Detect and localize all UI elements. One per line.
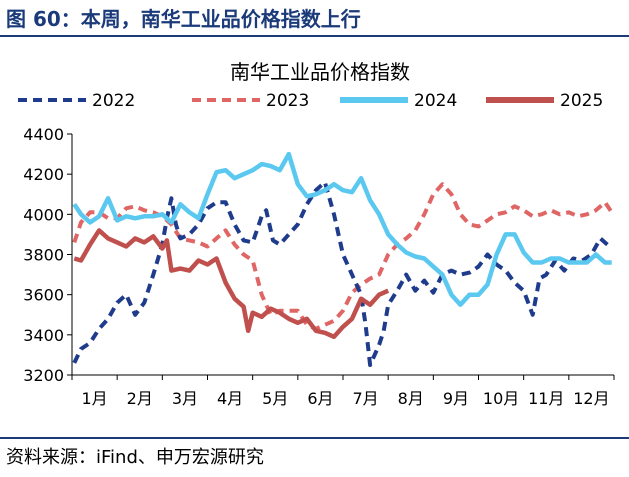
figure-title: 图 60：本周，南华工业品价格指数上行	[6, 7, 361, 31]
x-tick-label: 4月	[217, 389, 243, 408]
chart-legend: 2022 2023 2024 2025	[18, 91, 603, 111]
y-tick-label: 4000	[23, 205, 64, 224]
title-divider	[0, 35, 629, 37]
y-tick-label: 4400	[23, 125, 64, 144]
legend-label-2024: 2024	[414, 91, 457, 111]
x-tick-label: 8月	[398, 389, 424, 408]
y-tick-label: 3200	[23, 366, 64, 385]
y-tick-label: 3600	[23, 286, 64, 305]
series-line-2024	[72, 151, 612, 307]
chart-axes: 3200 3400 3600 3800 4000 4200 4400 1月 2月 3月 4月 5月 6月…	[23, 125, 615, 408]
x-tick-label: 3月	[172, 389, 198, 408]
chart-title: 南华工业品价格指数	[230, 60, 410, 84]
x-tick-label: 5月	[262, 389, 288, 408]
series-line-2025	[73, 228, 390, 340]
y-tick-label: 3400	[23, 326, 64, 345]
x-tick-label: 2月	[127, 389, 153, 408]
legend-label-2022: 2022	[92, 91, 135, 111]
x-tick-label: 9月	[443, 389, 469, 408]
legend-label-2023: 2023	[266, 91, 309, 111]
legend-label-2025: 2025	[560, 91, 603, 111]
x-tick-label: 7月	[352, 389, 378, 408]
series-line-2022	[72, 180, 611, 367]
x-tick-label: 11月	[528, 389, 564, 408]
y-tick-label: 4200	[23, 165, 64, 184]
series-line-2023	[72, 182, 614, 331]
source-divider	[0, 437, 629, 439]
source-note: 资料来源：iFind、申万宏源研究	[6, 447, 264, 468]
x-tick-label: 1月	[81, 389, 107, 408]
line-chart: 南华工业品价格指数 2022 2023 2024 2025 3200340036003…	[18, 60, 615, 408]
x-tick-label: 6月	[307, 389, 333, 408]
y-tick-label: 3800	[23, 246, 64, 265]
x-tick-label: 12月	[573, 389, 609, 408]
chart-series-group	[72, 151, 614, 367]
x-tick-label: 10月	[483, 389, 519, 408]
